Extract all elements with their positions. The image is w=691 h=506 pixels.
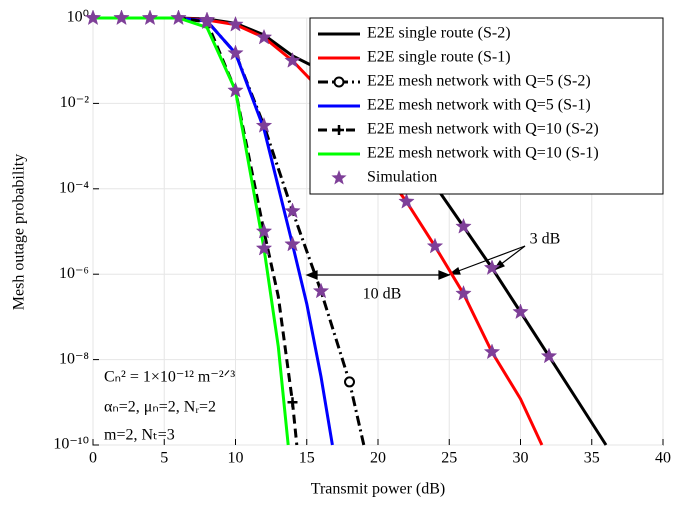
series-marker: [344, 376, 355, 388]
simulation-point: [426, 237, 444, 254]
x-tick-label: 0: [89, 450, 97, 467]
x-tick-label: 25: [441, 450, 457, 467]
simulation-point: [455, 285, 472, 301]
parameter: m=2, Nₜ=3: [104, 427, 175, 444]
simulation-point: [398, 193, 415, 209]
simulation-point: [483, 343, 501, 360]
legend-marker: [333, 76, 345, 88]
y-axis-label: Mesh outage probability: [11, 154, 28, 310]
y-tick-label: 10⁻²: [60, 94, 89, 111]
annotation: 3 dB: [530, 231, 561, 248]
legend-label: E2E single route (S-2): [367, 25, 511, 42]
simulation-point: [113, 9, 130, 26]
simulation-point: [255, 222, 273, 239]
parameter: αₙ=2, μₙ=2, Nᵣ=2: [104, 399, 216, 416]
simulation-point: [141, 9, 159, 26]
simulation-point: [483, 259, 501, 275]
simulation-point: [455, 217, 472, 234]
x-tick-label: 10: [228, 450, 244, 467]
x-tick-label: 30: [513, 450, 529, 467]
legend-box: [309, 17, 664, 195]
y-tick-label: 10⁻⁸: [59, 350, 89, 367]
simulation-point: [227, 15, 244, 32]
simulation-point: [284, 202, 301, 219]
x-tick-label: 40: [655, 450, 671, 467]
legend-label: Simulation: [367, 169, 437, 186]
parameter: Cₙ² = 1×10⁻¹² m⁻²ᐟ³: [104, 369, 235, 386]
legend-label: E2E mesh network with Q=10 (S-2): [367, 121, 599, 138]
x-tick-label: 15: [299, 450, 315, 467]
x-tick-label: 20: [370, 450, 386, 467]
legend: E2E single route (S-2) E2E single route (…: [309, 17, 664, 195]
simulation-point: [255, 239, 273, 256]
simulation-point: [255, 116, 273, 133]
simulation-point: [540, 347, 558, 364]
annotation: 10 dB: [363, 286, 402, 303]
y-tick-label: 10⁻¹⁰: [53, 436, 89, 453]
simulation-point: [312, 282, 330, 299]
simulation-point: [198, 13, 216, 30]
legend-label: E2E mesh network with Q=5 (S-2): [367, 73, 591, 90]
legend-label: E2E mesh network with Q=10 (S-1): [367, 145, 599, 162]
simulation-point: [84, 9, 102, 26]
arrow-line: [452, 245, 526, 274]
y-tick-label: 10⁰: [67, 9, 89, 26]
simulation-point: [284, 51, 301, 68]
legend-marker: [334, 125, 344, 135]
simulation-point: [512, 303, 529, 320]
series-line: [93, 16, 290, 446]
simulation-point: [227, 81, 244, 98]
simulation-point: [284, 235, 301, 252]
simulation-point: [255, 28, 273, 45]
y-tick-label: 10⁻⁶: [59, 265, 89, 282]
y-tick-label: 10⁻⁴: [59, 179, 89, 196]
x-tick-label: 5: [160, 450, 168, 467]
legend-marker: [331, 170, 347, 185]
arrow-head: [438, 270, 451, 280]
x-tick-label: 35: [584, 450, 600, 467]
legend-label: E2E single route (S-1): [367, 49, 511, 66]
simulation-point: [227, 44, 244, 61]
simulation-point: [170, 9, 187, 26]
legend-label: E2E mesh network with Q=5 (S-1): [367, 97, 591, 114]
x-axis-label: Transmit power (dB): [311, 481, 446, 498]
series-marker: [287, 397, 298, 408]
